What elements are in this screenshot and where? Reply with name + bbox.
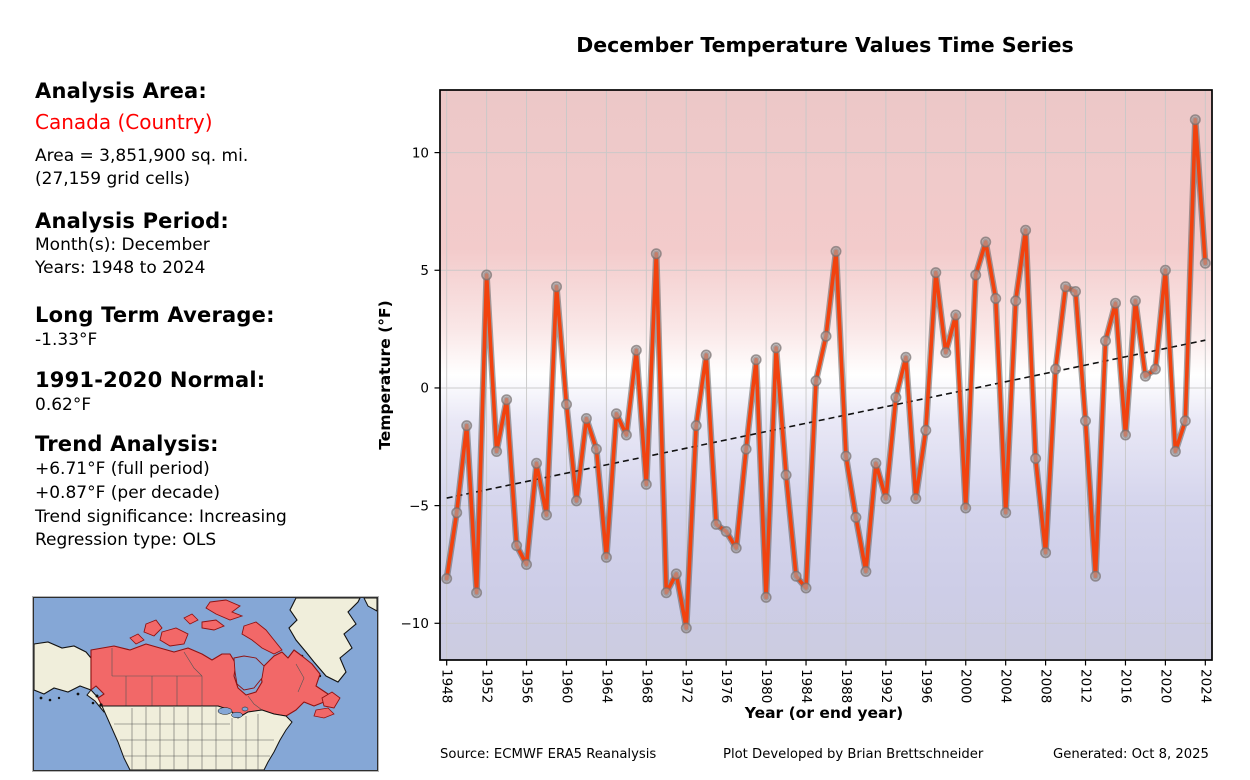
- trend-analysis-heading: Trend Analysis:: [35, 432, 219, 456]
- map-province-borders: [111, 648, 305, 711]
- analysis-period-heading: Analysis Period:: [35, 209, 230, 233]
- svg-text:1952: 1952: [479, 669, 495, 703]
- data-point-markers: [441, 114, 1211, 634]
- footer-credit: Plot Developed by Brian Brettschneider: [723, 747, 984, 762]
- y-axis-label: Temperature (°F): [376, 300, 394, 450]
- normal-heading: 1991-2020 Normal:: [35, 368, 266, 392]
- tick-labels: 10 5 0 −5 −10 1948 1952 1956 1960 1964 1968 1972 197…: [401, 145, 1214, 703]
- map-great-lakes: [217, 706, 249, 719]
- trend-full-period-text: +6.71°F (full period): [35, 459, 210, 479]
- analysis-area-heading: Analysis Area:: [35, 79, 207, 103]
- svg-text:2008: 2008: [1038, 669, 1054, 703]
- north-america-map-svg: [34, 598, 377, 770]
- normal-value: 0.62°F: [35, 395, 92, 415]
- svg-text:2012: 2012: [1078, 669, 1094, 703]
- regression-type-text: Regression type: OLS: [35, 530, 217, 550]
- svg-text:2000: 2000: [958, 669, 974, 703]
- svg-text:−10: −10: [401, 616, 430, 632]
- x-axis-label: Year (or end year): [744, 704, 904, 722]
- map-greenland: [288, 598, 361, 683]
- svg-text:1996: 1996: [918, 669, 934, 703]
- chart-title: December Temperature Values Time Series: [576, 33, 1074, 57]
- footer-source: Source: ECMWF ERA5 Reanalysis: [440, 747, 657, 762]
- svg-text:0: 0: [420, 381, 429, 397]
- svg-text:1960: 1960: [558, 669, 574, 703]
- axis-ticks: [434, 152, 1206, 666]
- svg-text:1988: 1988: [838, 669, 854, 703]
- trend-significance-text: Trend significance: Increasing: [35, 507, 287, 527]
- footer-generated: Generated: Oct 8, 2025: [1053, 747, 1209, 762]
- trend-per-decade-text: +0.87°F (per decade): [35, 483, 220, 503]
- svg-text:1968: 1968: [638, 669, 654, 703]
- period-months-text: Month(s): December: [35, 235, 210, 255]
- svg-text:5: 5: [420, 263, 429, 279]
- svg-text:1956: 1956: [519, 669, 535, 703]
- analysis-area-map: [32, 596, 379, 772]
- svg-text:1964: 1964: [598, 669, 614, 703]
- map-greenland-ne: [363, 598, 377, 612]
- area-size-text: Area = 3,851,900 sq. mi.: [35, 146, 249, 166]
- map-state-borders: [114, 706, 274, 770]
- map-hudson-bay: [233, 655, 265, 691]
- long-term-average-heading: Long Term Average:: [35, 303, 275, 327]
- analysis-area-value: Canada (Country): [35, 110, 213, 134]
- svg-text:1984: 1984: [798, 669, 814, 703]
- svg-text:1980: 1980: [758, 669, 774, 703]
- svg-text:−5: −5: [409, 498, 429, 514]
- long-term-average-value: -1.33°F: [35, 330, 98, 350]
- svg-text:1948: 1948: [439, 669, 455, 703]
- svg-text:1972: 1972: [678, 669, 694, 703]
- svg-text:1976: 1976: [718, 669, 734, 703]
- plot-border: [439, 89, 1213, 661]
- svg-text:2016: 2016: [1117, 669, 1133, 703]
- svg-text:2020: 2020: [1157, 669, 1173, 703]
- map-arctic-islands: [129, 599, 341, 719]
- period-years-text: Years: 1948 to 2024: [35, 258, 206, 278]
- svg-text:2024: 2024: [1197, 669, 1213, 703]
- svg-text:2004: 2004: [998, 669, 1014, 703]
- svg-text:10: 10: [412, 145, 429, 161]
- svg-text:1992: 1992: [878, 669, 894, 703]
- grid-cells-text: (27,159 grid cells): [35, 169, 190, 189]
